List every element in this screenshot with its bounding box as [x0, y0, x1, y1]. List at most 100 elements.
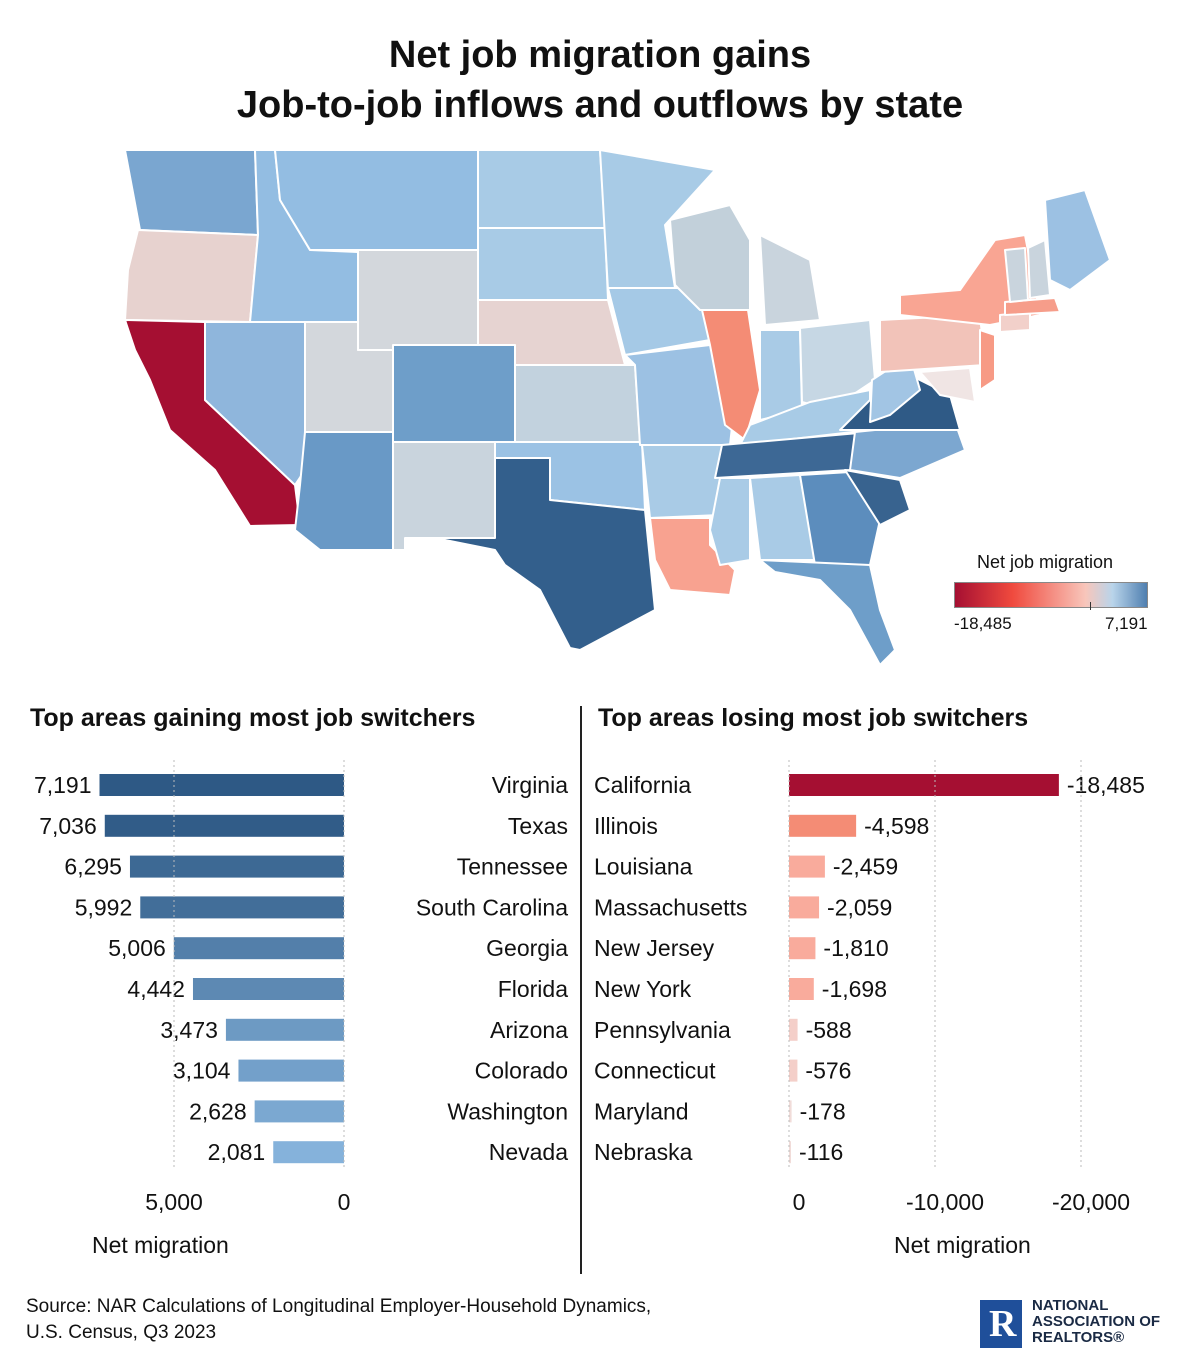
- loss-category-label: Nebraska: [594, 1139, 693, 1165]
- loss-bar: [789, 896, 820, 919]
- loss-bar: [789, 1018, 798, 1041]
- loss-category-label: Illinois: [594, 813, 658, 839]
- loss-category-label: Louisiana: [594, 854, 693, 880]
- chart-title-line-2: Job-to-job inflows and outflows by state: [236, 84, 964, 126]
- state-new-jersey: [979, 329, 996, 391]
- state-south-dakota: [477, 227, 609, 301]
- gain-category-label: South Carolina: [416, 894, 568, 920]
- gain-value-label: 3,473: [160, 1017, 218, 1043]
- state-mississippi: [709, 477, 751, 566]
- gaining-axis-title: Net migration: [92, 1232, 229, 1258]
- gain-bar: [129, 855, 344, 878]
- loss-bar: [789, 1100, 792, 1123]
- gain-value-label: 4,442: [127, 976, 185, 1002]
- gain-value-label: 7,036: [39, 813, 97, 839]
- state-texas: [434, 457, 656, 651]
- gain-category-label: Georgia: [486, 935, 568, 961]
- loss-category-label: Massachusetts: [594, 894, 747, 920]
- loss-value-label: -1,698: [822, 976, 887, 1002]
- legend-color-ramp: [954, 582, 1148, 608]
- state-michigan: [759, 234, 821, 326]
- loss-tick-label: 0: [793, 1189, 806, 1215]
- state-vermont: [1004, 247, 1029, 303]
- loss-category-label: Pennsylvania: [594, 1017, 731, 1043]
- gain-category-label: Nevada: [489, 1139, 568, 1165]
- gaining-chart-title: Top areas gaining most job switchers: [30, 704, 476, 732]
- state-washington: [124, 149, 259, 236]
- losing-axis-title: Net migration: [894, 1232, 1031, 1258]
- gaining-bar-chart: 7,191 Virginia 7,036 Texas 6,295 Tennessee 5,9…: [34, 760, 568, 1215]
- loss-value-label: -2,059: [827, 894, 892, 920]
- state-oregon: [124, 229, 259, 323]
- loss-bar: [789, 978, 814, 1000]
- loss-value-label: -178: [800, 1098, 846, 1124]
- loss-bar: [789, 1059, 798, 1082]
- chart-title-line-1: Net job migration gains: [388, 34, 812, 76]
- gain-bar: [254, 1100, 344, 1123]
- loss-value-label: -2,459: [833, 854, 898, 880]
- state-maryland: [919, 367, 976, 403]
- losing-bar-chart: -18,485 California -4,598 Illinois -2,459 Lou…: [594, 760, 1145, 1215]
- loss-value-label: -1,810: [823, 935, 888, 961]
- gain-bar: [140, 896, 344, 919]
- loss-bar: [789, 774, 1059, 796]
- loss-category-label: New Jersey: [594, 935, 715, 961]
- legend-zero-tick: [1090, 602, 1091, 610]
- loss-bar: [789, 814, 857, 837]
- gain-value-label: 7,191: [34, 772, 92, 798]
- loss-value-label: -116: [799, 1139, 843, 1165]
- loss-bar: [789, 855, 825, 878]
- source-note: Source: NAR Calculations of Longitudinal…: [26, 1294, 651, 1346]
- gain-category-label: Washington: [447, 1098, 568, 1124]
- state-south-carolina: [844, 469, 911, 526]
- loss-value-label: -4,598: [864, 813, 929, 839]
- loss-category-label: Maryland: [594, 1098, 689, 1124]
- logo-line-2: ASSOCIATION OF: [1032, 1313, 1161, 1330]
- map-legend: Net job migration -18,485 7,191: [940, 552, 1160, 633]
- gain-value-label: 5,006: [108, 935, 166, 961]
- gain-category-label: Virginia: [492, 772, 568, 798]
- state-wyoming: [357, 249, 479, 351]
- state-arkansas: [641, 444, 726, 519]
- state-colorado: [392, 344, 516, 443]
- legend-title: Net job migration: [976, 552, 1114, 572]
- legend-max-label: 7,191: [1105, 614, 1148, 633]
- source-line-1: Source: NAR Calculations of Longitudinal…: [26, 1296, 652, 1317]
- gain-bar: [99, 774, 344, 796]
- gain-bar: [225, 1018, 344, 1041]
- logo-line-3: REALTORS®: [1032, 1329, 1125, 1346]
- gain-value-label: 2,081: [208, 1139, 266, 1165]
- section-divider: [580, 706, 582, 1274]
- loss-category-label: California: [594, 772, 691, 798]
- losing-chart-title: Top areas losing most job switchers: [598, 704, 1029, 732]
- gain-bar: [104, 814, 344, 837]
- gain-value-label: 6,295: [64, 854, 122, 880]
- loss-value-label: -588: [806, 1017, 852, 1043]
- legend-min-label: -18,485: [954, 614, 1012, 633]
- state-montana: [274, 149, 479, 251]
- state-kansas: [514, 364, 641, 443]
- state-massachusetts: [1004, 297, 1061, 316]
- gain-bar: [273, 1141, 344, 1164]
- bar-charts: 7,191 Virginia 7,036 Texas 6,295 Tennessee 5,9…: [34, 760, 1145, 1215]
- state-wisconsin: [669, 204, 751, 311]
- gain-category-label: Tennessee: [457, 854, 568, 880]
- gain-category-label: Texas: [508, 813, 568, 839]
- state-new-hampshire: [1027, 239, 1051, 299]
- state-minnesota: [599, 149, 716, 291]
- gain-value-label: 5,992: [75, 894, 133, 920]
- gain-category-label: Colorado: [475, 1058, 568, 1084]
- state-florida: [759, 559, 896, 666]
- gain-value-label: 2,628: [189, 1098, 247, 1124]
- gain-value-label: 3,104: [173, 1058, 231, 1084]
- gain-bar: [238, 1059, 344, 1082]
- gain-bar: [192, 978, 344, 1000]
- loss-bar: [789, 937, 816, 960]
- state-new-mexico: [392, 441, 496, 551]
- gain-category-label: Arizona: [490, 1017, 568, 1043]
- loss-category-label: New York: [594, 976, 692, 1002]
- loss-tick-label: -20,000: [1052, 1189, 1130, 1215]
- source-line-2: U.S. Census, Q3 2023: [26, 1322, 217, 1343]
- logo-line-1: NATIONAL: [1032, 1297, 1109, 1314]
- gain-bar: [173, 937, 344, 960]
